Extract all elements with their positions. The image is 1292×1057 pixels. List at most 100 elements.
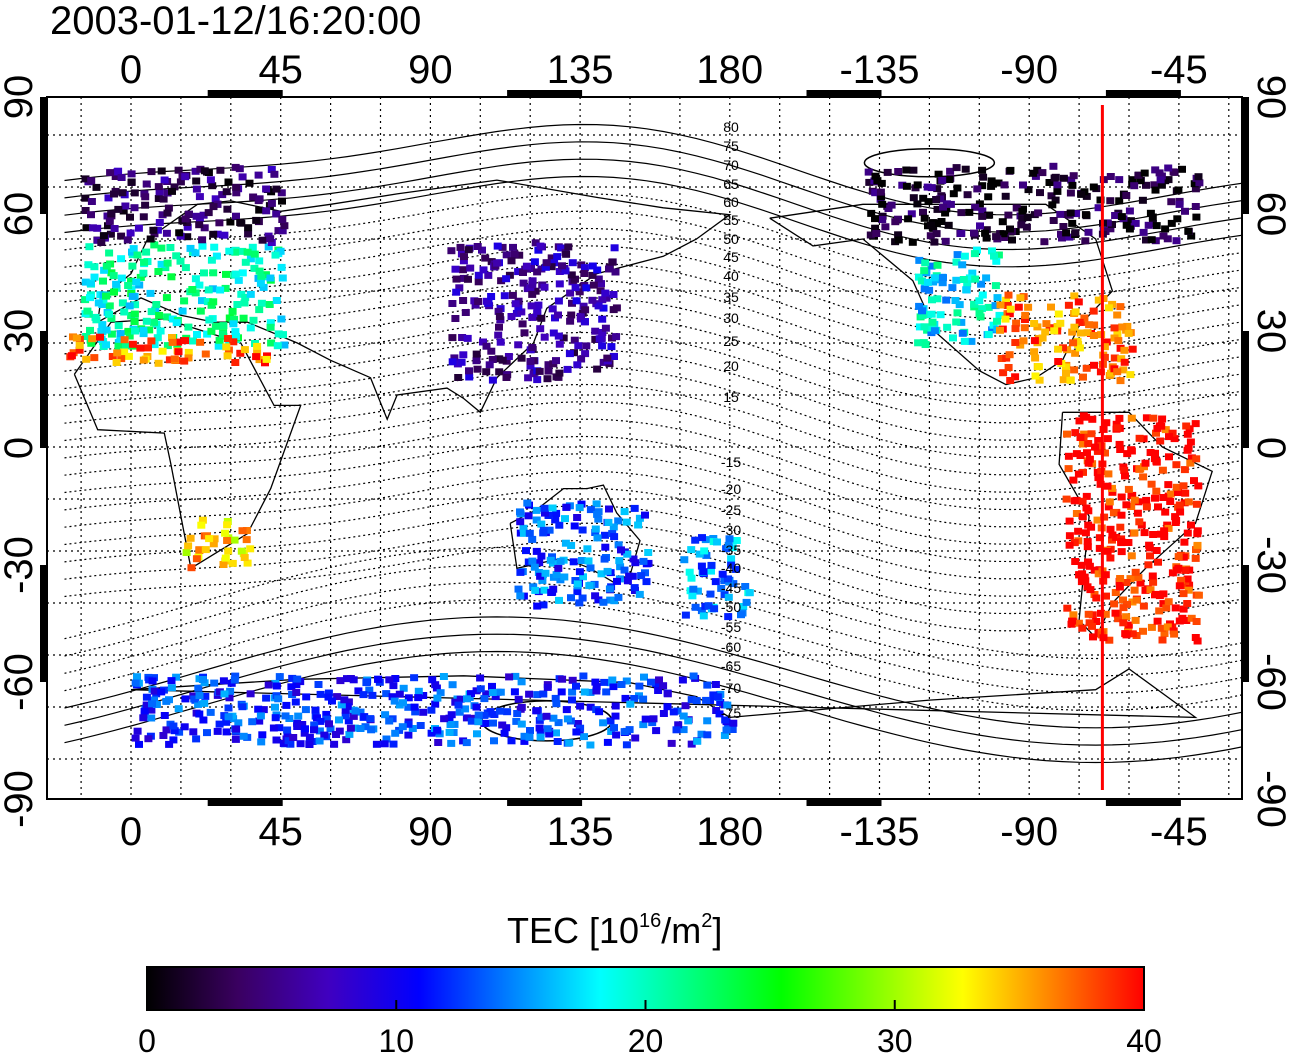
tec-pixel	[170, 183, 179, 191]
tec-pixel	[225, 314, 234, 322]
tec-pixel	[484, 271, 493, 279]
tec-pixel	[946, 167, 955, 175]
tec-pixel	[439, 673, 448, 680]
tec-pixel	[1192, 618, 1201, 625]
tec-pixel	[152, 301, 161, 308]
tec-pixel	[149, 226, 158, 234]
tec-pixel	[965, 274, 974, 282]
tec-pixel	[724, 613, 733, 621]
tec-pixel	[1082, 364, 1091, 372]
tec-pixel	[204, 286, 213, 294]
tec-pixel	[112, 284, 121, 292]
tec-pixel	[209, 269, 218, 277]
tec-pixel	[617, 681, 626, 688]
tec-pixel	[224, 704, 233, 712]
tec-pixel	[490, 711, 499, 718]
tec-pixel	[474, 271, 483, 279]
tec-pixel	[1063, 604, 1072, 612]
tec-pixel	[1066, 189, 1075, 197]
tec-pixel	[150, 241, 159, 249]
tec-pixel	[552, 700, 561, 708]
tec-pixel	[200, 224, 209, 232]
tec-pixel	[224, 335, 232, 342]
tec-pixel	[565, 739, 574, 747]
tec-pixel	[611, 712, 620, 720]
tec-pixel	[112, 359, 121, 366]
tec-pixel	[700, 547, 709, 555]
tec-pixel	[1071, 429, 1080, 437]
tec-pixel	[1146, 209, 1155, 217]
tec-pixel	[271, 714, 280, 722]
tec-pixel	[231, 735, 240, 743]
tec-pixel	[689, 585, 698, 593]
tec-pixel	[172, 319, 181, 327]
tec-pixel	[524, 512, 533, 520]
tec-pixel	[620, 566, 629, 574]
colorbar-tick-label: 30	[877, 1023, 913, 1057]
contour-line	[64, 193, 1242, 285]
tec-pixel	[927, 221, 935, 229]
tec-pixel	[102, 326, 111, 334]
colorbar-tick-label: 40	[1126, 1023, 1162, 1057]
frame-band-top	[58, 90, 133, 97]
tec-pixel	[594, 275, 603, 283]
tec-pixel	[544, 367, 553, 375]
tec-pixel	[230, 315, 239, 323]
tec-pixel	[928, 296, 936, 304]
tec-pixel	[648, 719, 657, 727]
tec-pixel	[1080, 314, 1089, 322]
tec-pixel	[1116, 303, 1125, 311]
tec-pixel	[1077, 561, 1086, 569]
tec-pixel	[274, 330, 283, 338]
contour-line	[64, 505, 1242, 597]
tec-pixel	[183, 219, 192, 226]
tec-pixel	[102, 341, 110, 349]
tec-pixel	[1139, 602, 1148, 610]
tec-pixel	[118, 189, 127, 197]
colorbar-label-sup: 16	[639, 910, 661, 932]
contour-line	[64, 141, 1242, 233]
tec-pixel	[967, 337, 976, 345]
tec-pixel	[1045, 324, 1054, 332]
tec-pixel	[1088, 622, 1096, 630]
tec-pixel	[231, 359, 240, 366]
tec-pixel	[539, 601, 548, 609]
tec-pixel	[963, 280, 972, 288]
tec-pixel	[984, 303, 993, 311]
tec-pixel	[949, 334, 957, 342]
tec-pixel	[1080, 573, 1089, 581]
tec-pixel	[535, 724, 544, 732]
contour-line	[64, 418, 1242, 511]
tec-pixel	[1024, 303, 1033, 311]
tec-pixel	[693, 737, 702, 745]
tec-pixel	[448, 334, 457, 342]
tec-pixel	[908, 238, 917, 246]
tec-pixel	[576, 702, 585, 710]
tec-pixel	[913, 200, 922, 208]
tec-pixel	[1179, 553, 1188, 561]
tec-pixel	[580, 264, 589, 272]
tec-pixel	[588, 262, 597, 270]
tec-pixel	[614, 517, 623, 525]
tec-pixel	[864, 168, 873, 176]
tec-pixel	[81, 278, 90, 286]
contour-label: 35	[723, 289, 739, 305]
tec-pixel	[427, 706, 436, 714]
tec-pixel	[1074, 470, 1083, 478]
tec-pixel	[1149, 414, 1158, 422]
tec-pixel	[606, 717, 615, 725]
tec-pixel	[634, 521, 643, 529]
tec-pixel	[1083, 329, 1092, 337]
tec-pixel	[1088, 611, 1097, 619]
tec-pixel	[390, 697, 399, 705]
tec-pixel	[689, 672, 698, 680]
tec-pixel	[1163, 235, 1172, 243]
tec-pixel	[1107, 369, 1115, 377]
tec-pixel	[1183, 430, 1192, 438]
tec-pixel	[261, 271, 270, 279]
tec-pixel	[542, 712, 551, 720]
tec-pixel	[1006, 166, 1015, 174]
tec-pixel	[482, 342, 491, 350]
tec-pixel	[691, 603, 700, 611]
tec-pixel	[1127, 503, 1136, 510]
